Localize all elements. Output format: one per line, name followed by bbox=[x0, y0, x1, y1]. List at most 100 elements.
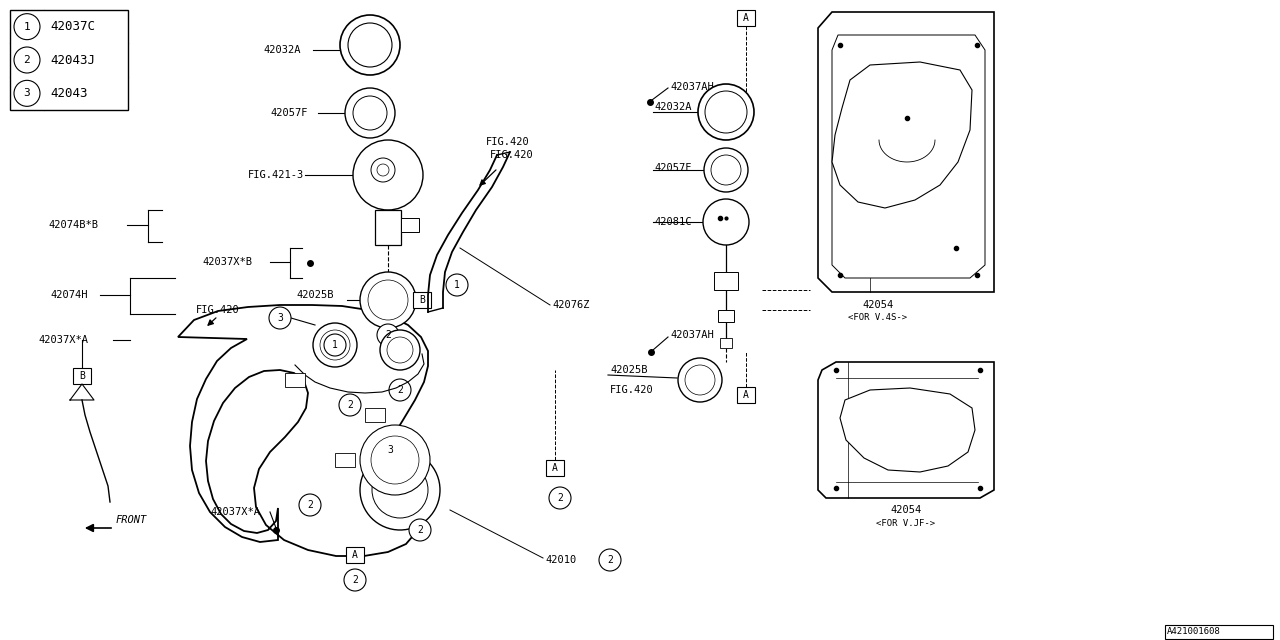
Text: FRONT: FRONT bbox=[116, 515, 147, 525]
Text: 2: 2 bbox=[23, 55, 31, 65]
Circle shape bbox=[549, 487, 571, 509]
Circle shape bbox=[360, 272, 416, 328]
Circle shape bbox=[360, 450, 440, 530]
Bar bbox=[737, 387, 755, 403]
Circle shape bbox=[410, 519, 431, 541]
Text: 42037X*B: 42037X*B bbox=[202, 257, 252, 267]
Polygon shape bbox=[818, 362, 995, 498]
Bar bbox=[714, 272, 739, 290]
Text: 1: 1 bbox=[23, 22, 31, 31]
Text: A: A bbox=[744, 390, 749, 400]
Text: 42032A: 42032A bbox=[654, 102, 691, 112]
Circle shape bbox=[14, 81, 40, 106]
Bar bbox=[547, 460, 564, 476]
Polygon shape bbox=[832, 62, 972, 208]
Text: 2: 2 bbox=[307, 500, 312, 510]
Text: 42054: 42054 bbox=[863, 300, 893, 310]
Text: 3: 3 bbox=[23, 88, 31, 99]
Bar bbox=[1165, 625, 1274, 639]
Text: 2: 2 bbox=[557, 493, 563, 503]
Text: 42074H: 42074H bbox=[50, 290, 87, 300]
Circle shape bbox=[380, 330, 420, 370]
Text: B: B bbox=[79, 371, 84, 381]
Text: 42057F: 42057F bbox=[270, 108, 307, 118]
Bar bbox=[375, 210, 401, 245]
Circle shape bbox=[710, 155, 741, 185]
Circle shape bbox=[14, 13, 40, 40]
Polygon shape bbox=[840, 388, 975, 472]
Text: 42037AH: 42037AH bbox=[669, 330, 714, 340]
Circle shape bbox=[339, 394, 361, 416]
Text: 42057F: 42057F bbox=[654, 163, 691, 173]
Text: 2: 2 bbox=[385, 330, 390, 340]
Text: 42037AH: 42037AH bbox=[669, 82, 714, 92]
Text: A: A bbox=[744, 13, 749, 23]
Text: 3: 3 bbox=[276, 313, 283, 323]
Circle shape bbox=[269, 307, 291, 329]
Text: <FOR V.4S->: <FOR V.4S-> bbox=[849, 314, 908, 323]
Text: 42037X*A: 42037X*A bbox=[38, 335, 88, 345]
Circle shape bbox=[389, 379, 411, 401]
Text: FIG.420: FIG.420 bbox=[196, 305, 239, 315]
Text: 2: 2 bbox=[347, 400, 353, 410]
Text: 42081C: 42081C bbox=[654, 217, 691, 227]
Bar bbox=[365, 408, 385, 422]
Text: 42037X*A: 42037X*A bbox=[210, 507, 260, 517]
Circle shape bbox=[685, 365, 716, 395]
Polygon shape bbox=[818, 12, 995, 292]
Text: 1: 1 bbox=[332, 340, 338, 350]
Text: 2: 2 bbox=[352, 575, 358, 585]
Text: FIG.421-3: FIG.421-3 bbox=[248, 170, 305, 180]
Text: FIG.420: FIG.420 bbox=[490, 150, 534, 160]
Circle shape bbox=[678, 358, 722, 402]
Bar bbox=[401, 218, 419, 232]
Text: FIG.420: FIG.420 bbox=[486, 137, 530, 147]
Circle shape bbox=[378, 324, 399, 346]
Circle shape bbox=[372, 462, 428, 518]
Text: 42043: 42043 bbox=[50, 87, 87, 100]
Bar bbox=[346, 547, 364, 563]
Text: 2: 2 bbox=[607, 555, 613, 565]
Text: 42054: 42054 bbox=[891, 505, 922, 515]
Circle shape bbox=[360, 425, 430, 495]
Text: FIG.420: FIG.420 bbox=[611, 385, 654, 395]
Text: 42025B: 42025B bbox=[611, 365, 648, 375]
Text: <FOR V.JF->: <FOR V.JF-> bbox=[877, 520, 936, 529]
Circle shape bbox=[703, 199, 749, 245]
Text: A: A bbox=[552, 463, 558, 473]
Circle shape bbox=[353, 96, 387, 130]
Text: 2: 2 bbox=[417, 525, 422, 535]
Circle shape bbox=[348, 23, 392, 67]
Text: 42074B*B: 42074B*B bbox=[49, 220, 99, 230]
Text: B: B bbox=[419, 295, 425, 305]
Circle shape bbox=[314, 323, 357, 367]
Text: 42076Z: 42076Z bbox=[552, 300, 590, 310]
Text: 42037C: 42037C bbox=[50, 20, 95, 33]
Circle shape bbox=[698, 84, 754, 140]
Circle shape bbox=[379, 439, 401, 461]
Bar bbox=[385, 453, 404, 467]
Circle shape bbox=[599, 549, 621, 571]
Circle shape bbox=[320, 330, 349, 360]
Text: 42043J: 42043J bbox=[50, 54, 95, 67]
Text: 2: 2 bbox=[397, 385, 403, 395]
Text: 42025B: 42025B bbox=[296, 290, 334, 300]
Bar bbox=[335, 453, 355, 467]
Circle shape bbox=[704, 148, 748, 192]
Bar bbox=[737, 10, 755, 26]
Text: A: A bbox=[352, 550, 358, 560]
Text: A421001608: A421001608 bbox=[1167, 627, 1221, 637]
Bar bbox=[719, 338, 732, 348]
Bar bbox=[73, 368, 91, 384]
Text: 3: 3 bbox=[387, 445, 393, 455]
Circle shape bbox=[14, 47, 40, 73]
Circle shape bbox=[371, 158, 396, 182]
Circle shape bbox=[340, 15, 399, 75]
Bar bbox=[413, 292, 431, 308]
Bar bbox=[285, 373, 305, 387]
Circle shape bbox=[353, 140, 422, 210]
Polygon shape bbox=[178, 305, 428, 556]
Bar bbox=[10, 10, 128, 110]
Circle shape bbox=[300, 494, 321, 516]
Circle shape bbox=[705, 91, 748, 133]
